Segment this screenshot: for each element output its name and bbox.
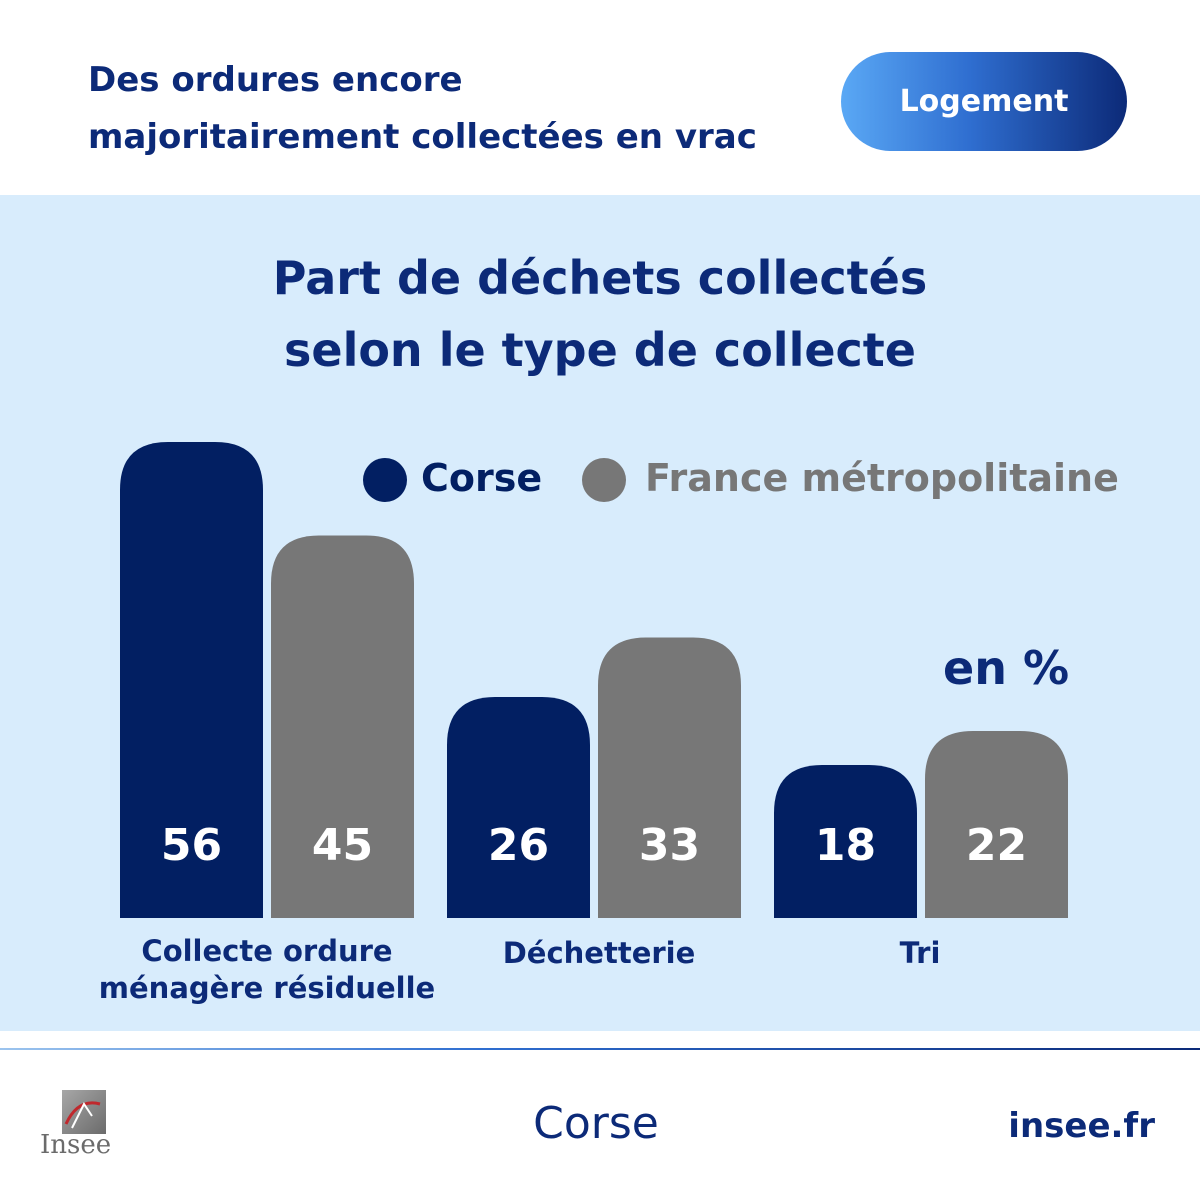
value-label-tri-corse: 18 (815, 820, 876, 871)
header-title: Des ordures encore majoritairement colle… (88, 52, 808, 166)
bar-dechetterie-corse (447, 697, 590, 918)
category-label-collecte-line-1: Collecte ordure (141, 934, 393, 968)
chart-title-line-1: Part de déchets collectés (272, 251, 928, 305)
insee-logo-text: Insee (40, 1130, 112, 1160)
category-label-collecte: Collecte ordure ménagère résiduelle (60, 933, 474, 1007)
insee-logo-mark (62, 1090, 106, 1134)
category-badge: Logement (841, 52, 1127, 151)
value-label-collecte-france: 45 (312, 820, 373, 871)
chart-title: Part de déchets collectés selon le type … (0, 242, 1200, 386)
bar-dechetterie-france (598, 637, 741, 918)
footer-divider (0, 1048, 1200, 1050)
insee-logo: Insee (40, 1090, 112, 1160)
value-label-dechetterie-france: 33 (639, 820, 700, 871)
legend-label-corse: Corse (421, 456, 543, 500)
legend-dot-france (582, 458, 626, 502)
category-label-tri: Tri (770, 935, 1070, 972)
category-label-collecte-line-2: ménagère résiduelle (98, 971, 436, 1005)
header-title-line-2: majoritairement collectées en vrac (88, 117, 757, 157)
category-label-dechetterie: Déchetterie (420, 935, 778, 972)
footer-region: Corse (533, 1098, 659, 1149)
value-label-tri-france: 22 (966, 820, 1027, 871)
unit-label: en % (943, 641, 1070, 695)
legend-dot-corse (363, 458, 407, 502)
legend-label-france: France métropolitaine (645, 456, 1119, 500)
chart-title-line-2: selon le type de collecte (283, 323, 916, 377)
value-label-dechetterie-corse: 26 (488, 820, 549, 871)
value-label-collecte-corse: 56 (161, 820, 222, 871)
header-title-line-1: Des ordures encore (88, 60, 463, 100)
bar-collecte-france (271, 535, 414, 918)
footer-site-link[interactable]: insee.fr (1008, 1106, 1155, 1146)
bar-collecte-corse (120, 442, 263, 918)
bar-tri-france (925, 731, 1068, 918)
category-label-dechetterie-line-1: Déchetterie (502, 936, 696, 970)
bar-tri-corse (774, 765, 917, 918)
category-label-tri-line-1: Tri (899, 936, 941, 970)
